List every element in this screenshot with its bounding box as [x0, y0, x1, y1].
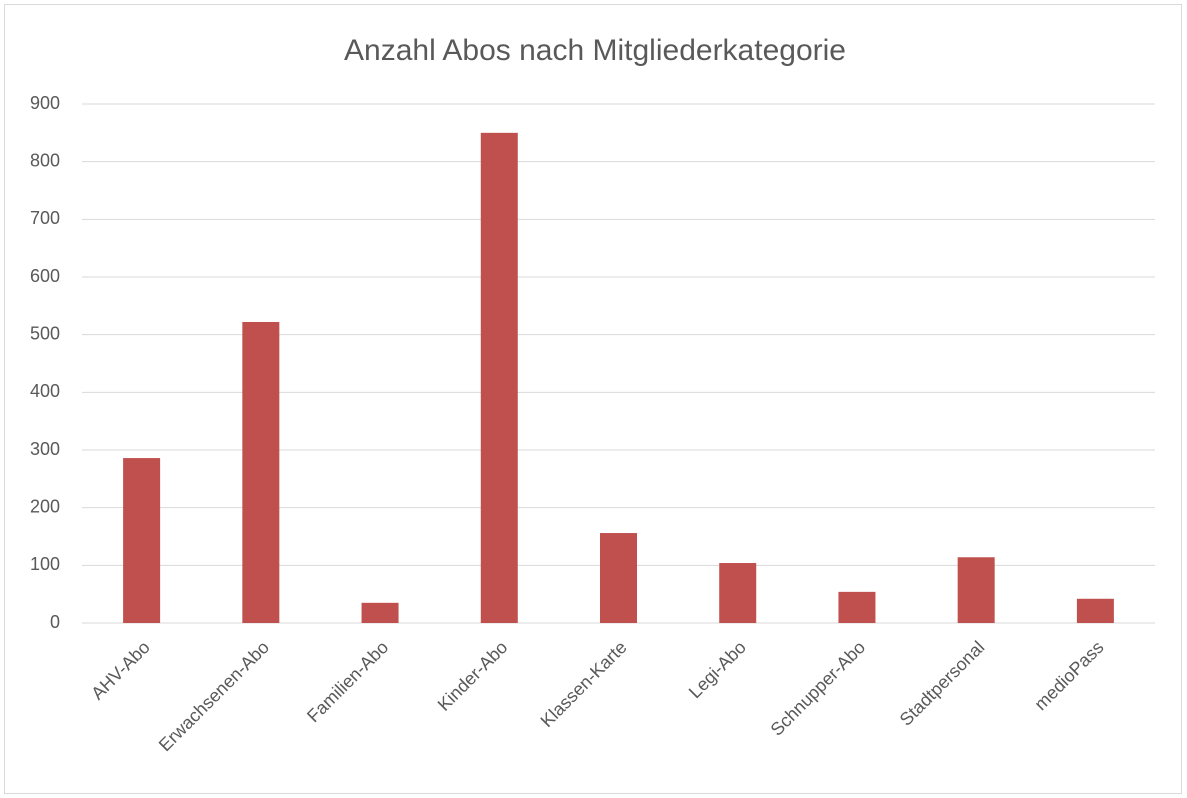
- bar: [242, 321, 280, 623]
- y-tick-label: 400: [30, 381, 60, 401]
- y-tick-label: 800: [30, 150, 60, 170]
- y-tick-label: 200: [30, 496, 60, 516]
- y-tick-label: 500: [30, 323, 60, 343]
- bar: [1076, 598, 1114, 623]
- y-tick-label: 600: [30, 266, 60, 286]
- bar: [719, 563, 757, 623]
- bar: [361, 602, 399, 623]
- y-tick-label: 900: [30, 93, 60, 113]
- chart-border: [4, 4, 1182, 794]
- bar: [838, 591, 876, 623]
- bar: [600, 533, 637, 623]
- chart-title: Anzahl Abos nach Mitgliederkategorie: [344, 34, 846, 67]
- y-tick-label: 300: [30, 439, 60, 459]
- y-tick-label: 700: [30, 208, 60, 228]
- bar: [957, 557, 995, 623]
- bar: [480, 132, 518, 624]
- bar: [123, 458, 161, 623]
- y-tick-label: 0: [50, 612, 60, 632]
- y-tick-label: 100: [30, 554, 60, 574]
